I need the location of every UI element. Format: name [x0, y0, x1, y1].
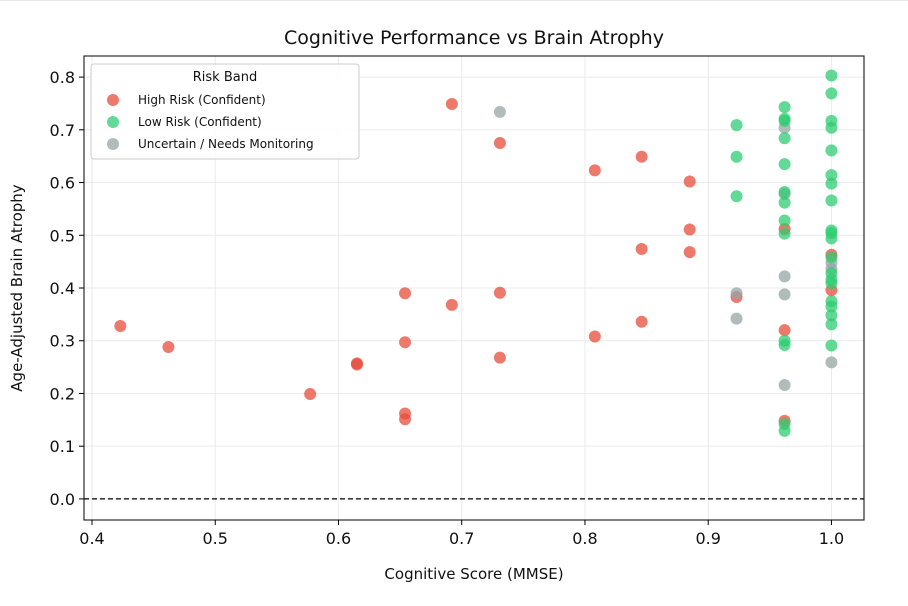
- data-point: [825, 177, 838, 190]
- data-point: [778, 186, 791, 199]
- data-point: [730, 150, 743, 163]
- data-point: [778, 270, 791, 283]
- data-point: [825, 232, 838, 245]
- y-tick-label: 0.6: [50, 174, 75, 193]
- data-point: [778, 158, 791, 171]
- y-tick-label: 0.5: [50, 226, 75, 245]
- legend: Risk Band High Risk (Confident) Low Risk…: [90, 63, 360, 160]
- data-point: [825, 318, 838, 331]
- y-axis-ticks: 0.0 0.1 0.2 0.3 0.4 0.5 0.6 0.7 0.8: [50, 68, 84, 509]
- data-point: [825, 144, 838, 157]
- top-divider: [0, 0, 908, 1]
- legend-marker-high-risk: [107, 94, 119, 106]
- data-point: [825, 277, 838, 290]
- data-point: [778, 338, 791, 351]
- legend-label-high-risk: High Risk (Confident): [138, 93, 266, 107]
- data-point: [778, 288, 791, 301]
- data-point: [778, 227, 791, 240]
- data-point: [399, 287, 412, 300]
- legend-title: Risk Band: [193, 70, 257, 85]
- data-point: [778, 324, 791, 337]
- data-point: [730, 119, 743, 132]
- legend-label-low-risk: Low Risk (Confident): [138, 115, 262, 129]
- x-axis-ticks: 0.4 0.5 0.6 0.7 0.8 0.9 1.0: [79, 520, 844, 548]
- data-point: [445, 97, 458, 110]
- data-point: [825, 169, 838, 182]
- x-axis-label: Cognitive Score (MMSE): [384, 565, 563, 583]
- data-point: [399, 413, 412, 426]
- chart-title: Cognitive Performance vs Brain Atrophy: [284, 27, 664, 49]
- data-point: [778, 424, 791, 437]
- y-tick-label: 0.2: [50, 384, 75, 403]
- y-tick-label: 0.7: [50, 121, 75, 140]
- data-point: [304, 387, 317, 400]
- data-point: [778, 196, 791, 209]
- data-point: [825, 300, 838, 313]
- y-axis-label: Age-Adjusted Brain Atrophy: [8, 184, 26, 392]
- data-point: [825, 309, 838, 322]
- data-point: [635, 315, 648, 328]
- data-point: [162, 341, 175, 354]
- data-point: [635, 242, 648, 255]
- data-point: [399, 336, 412, 349]
- data-point: [730, 190, 743, 203]
- x-tick-label: 0.9: [695, 529, 720, 548]
- data-point: [778, 132, 791, 145]
- data-point: [825, 339, 838, 352]
- data-point: [825, 69, 838, 82]
- x-tick-label: 1.0: [819, 529, 844, 548]
- x-tick-label: 0.6: [326, 529, 351, 548]
- y-tick-label: 0.1: [50, 437, 75, 456]
- data-point: [825, 356, 838, 369]
- x-tick-label: 0.8: [572, 529, 597, 548]
- legend-box: [90, 63, 360, 160]
- data-point: [683, 223, 696, 236]
- data-point: [778, 114, 791, 127]
- data-point: [635, 150, 648, 163]
- y-tick-label: 0.8: [50, 68, 75, 87]
- data-point: [493, 286, 506, 299]
- data-point: [778, 101, 791, 114]
- legend-label-uncertain: Uncertain / Needs Monitoring: [138, 137, 314, 151]
- data-point: [825, 251, 838, 264]
- data-point: [588, 164, 601, 177]
- data-point: [825, 87, 838, 100]
- data-point: [825, 121, 838, 134]
- data-point: [730, 312, 743, 325]
- data-point: [778, 214, 791, 227]
- x-tick-label: 0.4: [79, 529, 104, 548]
- data-point: [350, 357, 363, 370]
- data-point: [445, 298, 458, 311]
- x-tick-label: 0.5: [203, 529, 228, 548]
- y-tick-label: 0.4: [50, 279, 75, 298]
- data-point: [493, 137, 506, 149]
- grid-lines: [84, 56, 864, 520]
- data-point: [114, 319, 127, 332]
- data-point: [683, 175, 696, 188]
- x-tick-label: 0.7: [449, 529, 474, 548]
- legend-marker-low-risk: [107, 116, 119, 128]
- data-point: [825, 194, 838, 207]
- data-point: [493, 105, 506, 118]
- data-point: [588, 330, 601, 343]
- data-point: [778, 379, 791, 392]
- data-point: [493, 351, 506, 364]
- y-tick-label: 0.0: [50, 490, 75, 509]
- legend-marker-uncertain: [107, 138, 119, 150]
- series-1: [730, 69, 838, 437]
- data-point: [730, 287, 743, 300]
- y-tick-label: 0.3: [50, 332, 75, 351]
- data-points: [114, 69, 838, 437]
- data-point: [683, 246, 696, 259]
